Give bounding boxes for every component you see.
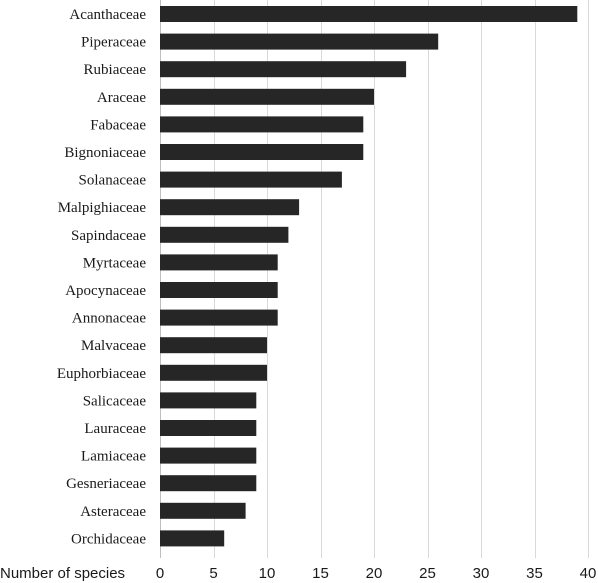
bar — [160, 6, 578, 22]
bar — [160, 309, 278, 326]
x-tick-label: 5 — [209, 565, 217, 582]
category-label: Apocynaceae — [65, 283, 146, 299]
bar — [160, 447, 257, 464]
category-label: Malpighiaceae — [58, 200, 147, 216]
category-label: Lauraceae — [84, 421, 146, 437]
bar — [160, 337, 267, 354]
bar — [160, 392, 257, 409]
bar — [160, 254, 278, 271]
category-label: Salicaceae — [83, 393, 147, 409]
bar — [160, 364, 267, 381]
category-label: Araceae — [97, 90, 146, 106]
category-label: Rubiaceae — [84, 62, 147, 78]
category-label: Orchidaceae — [71, 531, 146, 547]
x-tick-label: 0 — [156, 565, 164, 582]
category-label: Malvaceae — [81, 338, 146, 354]
bar — [160, 226, 289, 243]
bars — [160, 6, 578, 547]
category-label: Gesneriaceae — [66, 476, 146, 492]
bar — [160, 61, 407, 78]
bar — [160, 144, 364, 160]
category-label: Solanaceae — [79, 173, 147, 189]
x-axis-title: Number of species — [0, 565, 125, 582]
category-label: Myrtaceae — [83, 255, 147, 271]
category-label: Fabaceae — [90, 117, 146, 133]
x-tick-label: 40 — [580, 565, 597, 582]
category-label: Asteraceae — [80, 504, 146, 520]
bar — [160, 282, 278, 298]
bar — [160, 199, 300, 216]
bar — [160, 116, 364, 133]
bar — [160, 88, 374, 105]
x-tick-label: 25 — [419, 565, 436, 582]
category-labels: Acanthaceae Piperaceae Rubiaceae Araceae Fab… — [57, 7, 146, 547]
category-label: Acanthaceae — [69, 7, 146, 23]
category-label: Piperaceae — [81, 35, 146, 51]
x-tick-label: 10 — [259, 565, 276, 582]
gridlines — [160, 0, 589, 558]
x-tick-label: 15 — [312, 565, 329, 582]
x-tick-labels: 0 5 10 15 20 25 30 35 40 — [156, 565, 597, 582]
category-label: Lamiaceae — [81, 449, 146, 465]
x-tick-label: 30 — [473, 565, 490, 582]
x-tick-label: 35 — [526, 565, 543, 582]
category-label: Annonaceae — [72, 311, 146, 327]
category-label: Euphorbiaceae — [57, 366, 146, 382]
category-label: Sapindaceae — [71, 228, 146, 244]
bar — [160, 530, 225, 547]
x-tick-label: 20 — [366, 565, 383, 582]
bar — [160, 475, 257, 492]
bar — [160, 502, 246, 519]
bar — [160, 171, 342, 188]
bar — [160, 420, 257, 436]
bar — [160, 33, 439, 50]
category-label: Bignoniaceae — [64, 145, 146, 161]
